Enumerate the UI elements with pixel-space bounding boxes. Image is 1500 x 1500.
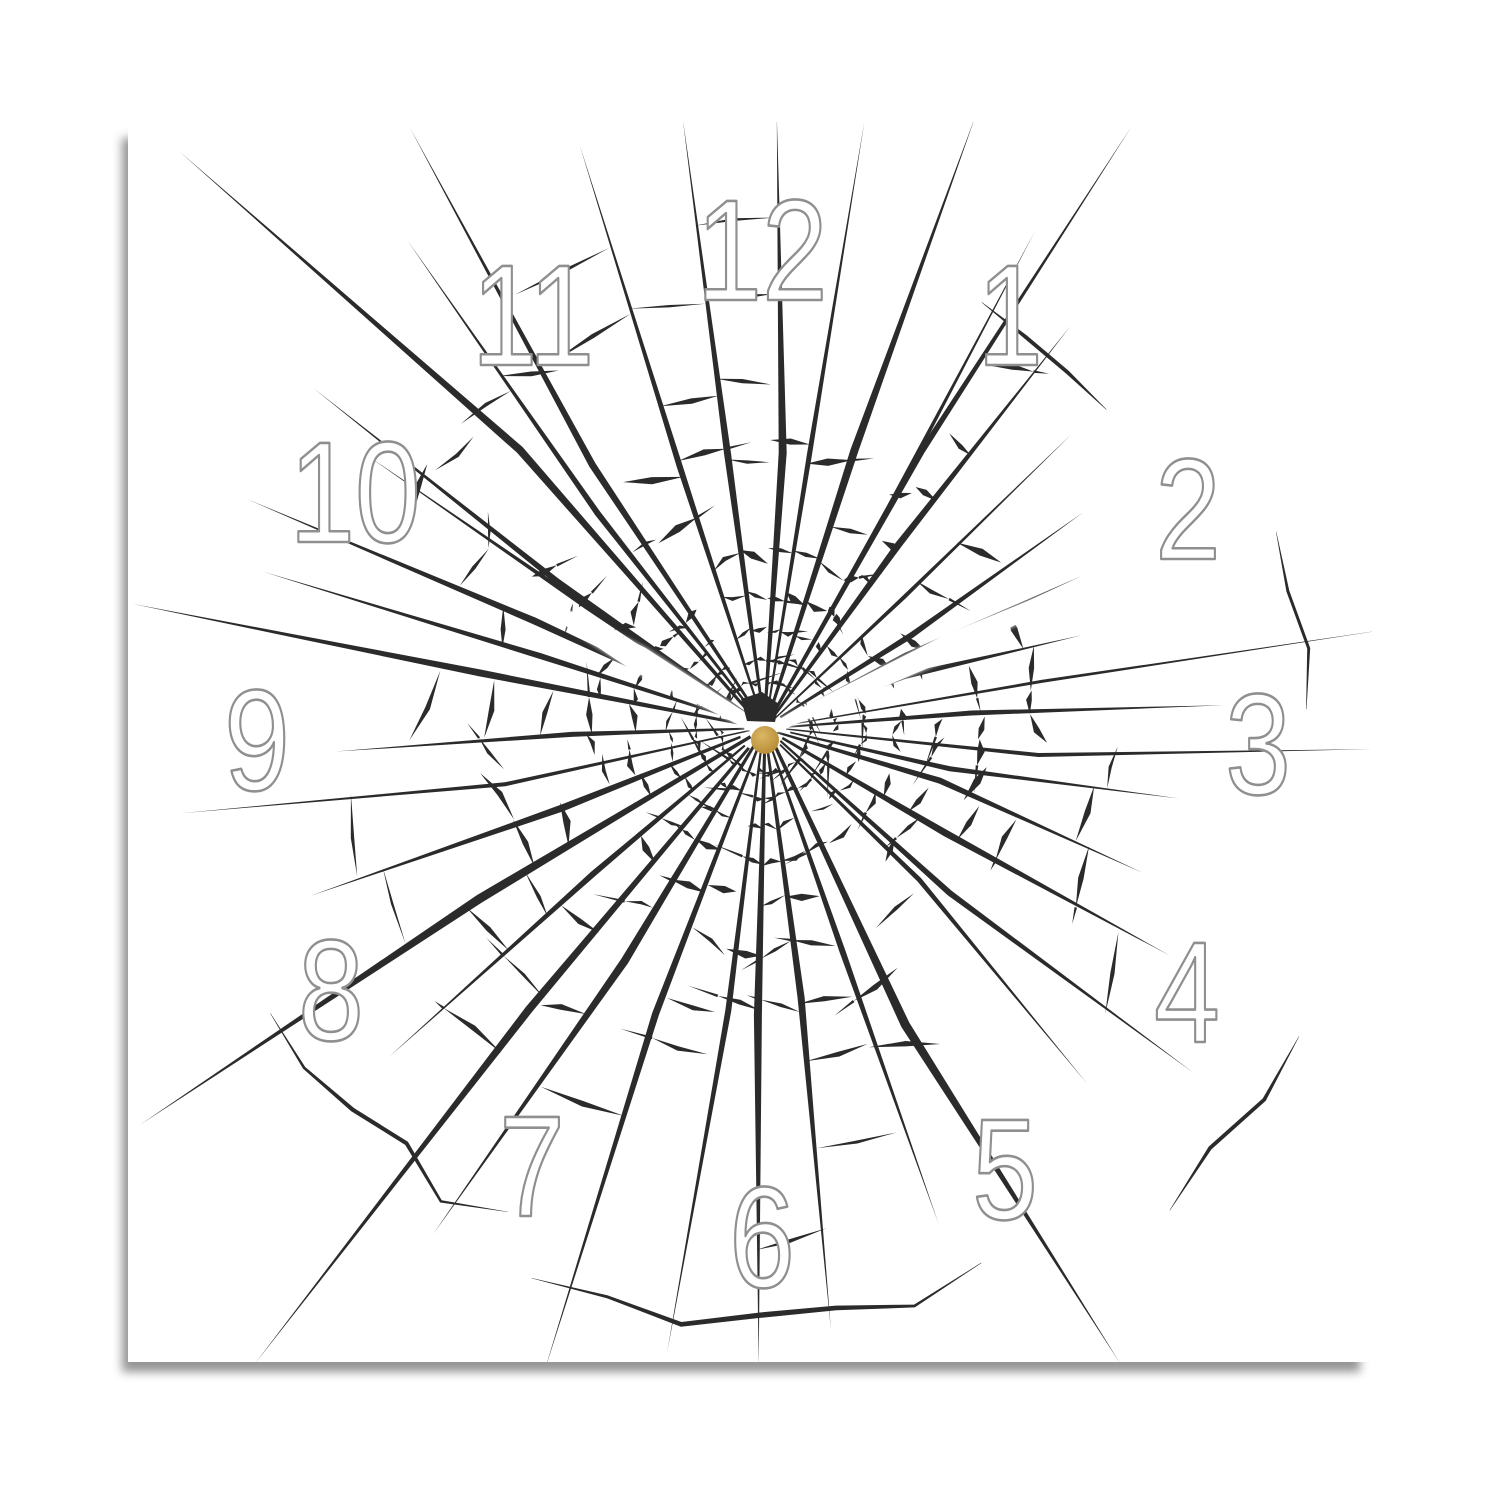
clock-numeral-3: 3 xyxy=(1225,664,1291,825)
clock-numeral-12: 12 xyxy=(696,170,827,331)
crack-pattern xyxy=(132,122,1372,1362)
clock-face-panel: 12 1 2 3 4 5 6 7 8 9 10 11 xyxy=(128,122,1372,1362)
clock-numeral-11: 11 xyxy=(472,235,595,396)
hour-hand xyxy=(525,593,763,735)
minute-hand xyxy=(768,569,1113,734)
clock-numeral-7: 7 xyxy=(499,1086,565,1247)
clock-numeral-6: 6 xyxy=(729,1157,795,1318)
clock-numeral-2: 2 xyxy=(1155,429,1221,590)
clock-hands xyxy=(525,569,1113,735)
clock-numeral-9: 9 xyxy=(224,660,290,821)
clock-numeral-5: 5 xyxy=(972,1089,1038,1250)
clock-numeral-10: 10 xyxy=(289,412,420,573)
impact-hole xyxy=(741,692,779,722)
clock-numeral-1: 1 xyxy=(977,235,1043,396)
clock-numeral-8: 8 xyxy=(298,910,364,1071)
clock-numeral-4: 4 xyxy=(1154,912,1220,1073)
center-pin xyxy=(751,726,779,754)
